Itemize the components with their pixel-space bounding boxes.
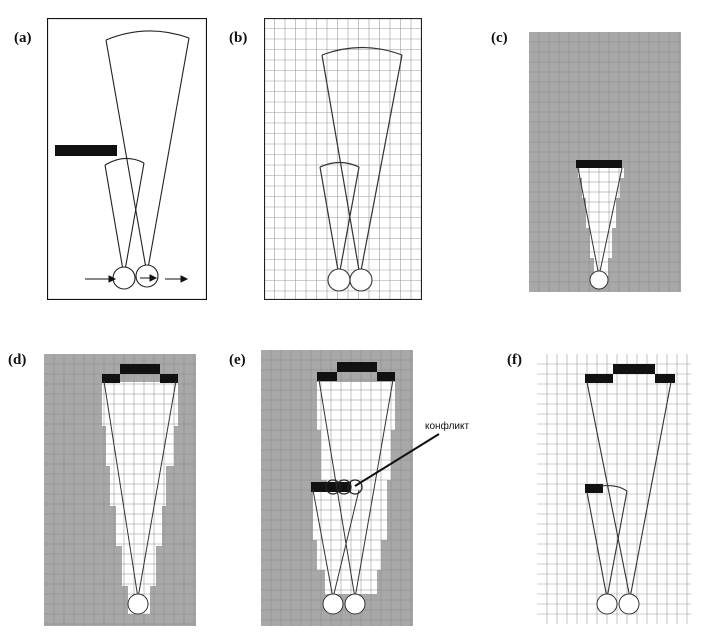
panel-label-b: (b): [229, 30, 248, 46]
occupied-cells: [311, 362, 395, 492]
panel-b-grid: [264, 18, 422, 300]
long-beam: [586, 381, 672, 599]
robot-position-1: [322, 593, 344, 615]
robot-position-1: [112, 266, 136, 290]
occupied-cells: [576, 160, 622, 168]
robot-position: [127, 593, 149, 615]
conflict-pointer: [354, 433, 440, 487]
free-cone-short: [313, 492, 381, 594]
long-beam: [105, 30, 190, 275]
conflict-circles: [325, 479, 363, 495]
grid-lines: [44, 354, 196, 626]
panel-e-occupancy-grid: конфликт: [261, 350, 469, 626]
panel-label-c: (c): [491, 30, 508, 46]
motion-arrows: [85, 274, 189, 283]
short-beam: [586, 485, 628, 599]
long-beam: [321, 46, 403, 277]
panel-b-frame: [264, 18, 422, 300]
robot-position-2: [135, 264, 159, 288]
occupied-cells: [585, 364, 675, 493]
short-beam: [104, 157, 145, 277]
grid-background: [537, 354, 691, 624]
grid-lines: [537, 354, 691, 624]
grid-lines: [261, 350, 413, 626]
panel-label-e: (e): [229, 352, 246, 368]
grid-lines: [264, 18, 422, 300]
panel-d-occupancy-grid: [44, 354, 196, 626]
occupied-cells: [102, 364, 178, 383]
robot-position-2: [618, 593, 640, 615]
panel-label-f: (f): [507, 352, 522, 368]
robot-position-2: [344, 593, 366, 615]
panel-label-a: (a): [14, 30, 32, 46]
robot-position-2: [349, 268, 373, 292]
conflict-label: конфликт: [425, 420, 469, 432]
panel-a-sonar-diagram: [47, 18, 207, 300]
panel-label-d: (d): [8, 352, 27, 368]
obstacle-block: [55, 145, 117, 156]
robot-position-1: [596, 593, 618, 615]
short-beam: [319, 161, 360, 277]
beam-lines: [103, 380, 177, 599]
panel-f-grid: [537, 354, 691, 624]
robot-position-1: [327, 268, 351, 292]
panel-c-occupancy-grid: [529, 32, 681, 292]
robot-position: [589, 270, 609, 290]
beam-lines: [577, 167, 623, 277]
